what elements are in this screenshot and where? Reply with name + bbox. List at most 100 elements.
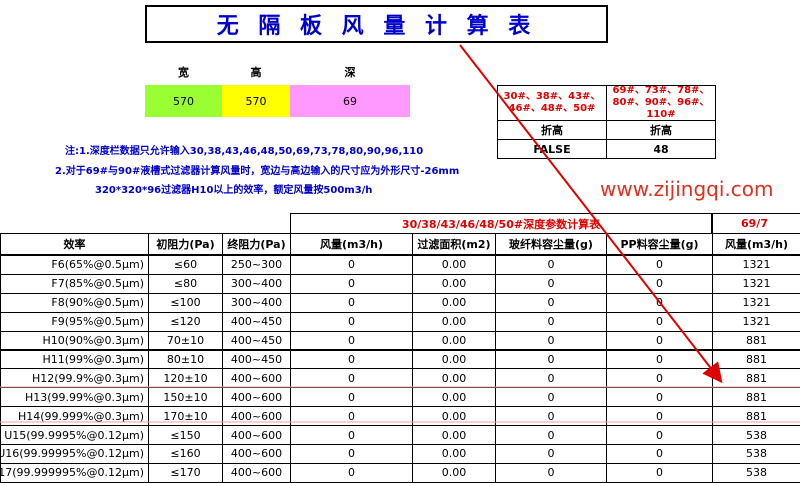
table-cell: 0 [495, 444, 607, 464]
table-cell: U15(99.9995%@0.12μm) [0, 425, 149, 445]
table-cell: 0.00 [412, 255, 496, 275]
table-cell: 0 [606, 311, 713, 332]
column-header: 风量(m3/h) [290, 233, 413, 255]
table-cell: 1321 [712, 255, 800, 275]
table-cell: 0.00 [412, 368, 496, 389]
column-header: 风量(m3/h) [712, 233, 800, 255]
table-cell: 0 [290, 462, 413, 483]
table-cell: 0 [606, 425, 713, 445]
side-cell: 折高 [606, 120, 716, 140]
table-cell: 80±10 [148, 349, 223, 370]
table-cell: 0 [495, 406, 607, 427]
note: 320*320*96过滤器H10以上的效率，额定风量按500m3/h [95, 184, 373, 196]
table-cell: 150±10 [148, 387, 223, 408]
table-cell: 300~400 [222, 292, 291, 313]
table-cell: 0.00 [412, 292, 496, 313]
table-cell: 0.00 [412, 311, 496, 332]
table-cell: F6(65%@0.5μm) [0, 255, 149, 275]
table-cell: 0 [290, 330, 413, 351]
table-cell: H13(99.99%@0.3μm) [0, 387, 149, 408]
table-cell: 0.00 [412, 349, 496, 370]
table-cell: 0.00 [412, 273, 496, 294]
input-value: 570 [145, 85, 222, 117]
table-cell: 881 [712, 349, 800, 370]
table-cell: 0 [290, 387, 413, 408]
side-cell: 30#、38#、43#、46#、48#、50# [497, 85, 607, 121]
table-cell: 0.00 [412, 330, 496, 351]
table-cell: 0.00 [412, 425, 496, 445]
input-header: 深 [344, 66, 356, 79]
table-cell: 0 [290, 425, 413, 445]
table-cell: 881 [712, 330, 800, 351]
table-cell: 400~600 [222, 406, 291, 427]
table-cell: 0 [290, 444, 413, 464]
table-cell: 0 [606, 387, 713, 408]
table-cell: 881 [712, 406, 800, 427]
table-cell: 400~600 [222, 462, 291, 483]
table-cell: 0.00 [412, 462, 496, 483]
table-cell: H11(99%@0.3μm) [0, 349, 149, 370]
table-cell: 881 [712, 368, 800, 389]
side-cell: 69#、73#、78#、80#、90#、96#、110# [606, 85, 716, 121]
table-cell: F7(85%@0.5μm) [0, 273, 149, 294]
table-cell: H10(90%@0.3μm) [0, 330, 149, 351]
table-cell: 120±10 [148, 368, 223, 389]
table-cell: 0 [495, 311, 607, 332]
table-cell: 400~450 [222, 311, 291, 332]
table-cell: 0 [290, 292, 413, 313]
table-cell: 0 [495, 255, 607, 275]
table-cell: 0.00 [412, 406, 496, 427]
table-cell: 250~300 [222, 255, 291, 275]
table-cell: 400~600 [222, 444, 291, 464]
column-header: 终阻力(Pa) [222, 233, 291, 255]
table-cell: 0 [606, 292, 713, 313]
table-cell: 0 [495, 387, 607, 408]
note: 注:1.深度栏数据只允许输入30,38,43,46,48,50,69,73,78… [65, 145, 424, 157]
input-value: 570 [222, 85, 290, 117]
table-cell: F9(95%@0.5μm) [0, 311, 149, 332]
table-cell: 0 [606, 406, 713, 427]
table-cell: 1321 [712, 311, 800, 332]
table-cell: 0 [290, 273, 413, 294]
table-cell: ≤170 [148, 462, 223, 483]
table-cell: 400~600 [222, 387, 291, 408]
note: 2.对于69#与90#液槽式过滤器计算风量时，宽边与高边输入的尺寸应为外形尺寸-… [55, 165, 460, 177]
table-cell: 0 [495, 368, 607, 389]
table-cell: 0 [290, 368, 413, 389]
table-cell: 70±10 [148, 330, 223, 351]
table-cell: 538 [712, 425, 800, 445]
table-cell: 0 [290, 406, 413, 427]
table-cell: U17(99.999995%@0.12μm) [0, 462, 149, 483]
table-cell: 0 [606, 368, 713, 389]
table-cell: 0 [495, 462, 607, 483]
table-cell: ≤60 [148, 255, 223, 275]
table-cell: 0 [495, 349, 607, 370]
table-cell: 400~600 [222, 425, 291, 445]
table-cell: 0 [495, 425, 607, 445]
column-header: 初阻力(Pa) [148, 233, 223, 255]
input-header: 宽 [178, 66, 189, 79]
watermark: www.zijingqi.com [600, 177, 774, 201]
table-cell: 0.00 [412, 387, 496, 408]
table-cell: 0 [606, 255, 713, 275]
table-cell: ≤80 [148, 273, 223, 294]
table-cell: 300~400 [222, 273, 291, 294]
table-cell: H12(99.9%@0.3μm) [0, 368, 149, 389]
input-header: 高 [250, 66, 262, 79]
table-cell: 0 [495, 273, 607, 294]
sheet-title: 无 隔 板 风 量 计 算 表 [145, 5, 608, 43]
table-cell: H14(99.999%@0.3μm) [0, 406, 149, 427]
table-cell: 0.00 [412, 444, 496, 464]
column-header: PP料容尘量(g) [606, 233, 713, 255]
table-cell: 0 [290, 349, 413, 370]
table-cell: ≤120 [148, 311, 223, 332]
table-cell: ≤160 [148, 444, 223, 464]
input-value: 69 [290, 85, 410, 117]
group-header: 30/38/43/46/48/50#深度参数计算表 [290, 213, 712, 234]
table-cell: 400~450 [222, 330, 291, 351]
table-cell: 170±10 [148, 406, 223, 427]
column-header: 效率 [0, 233, 149, 255]
table-cell: F8(90%@0.5μm) [0, 292, 149, 313]
table-cell: 1321 [712, 273, 800, 294]
table-cell: ≤100 [148, 292, 223, 313]
